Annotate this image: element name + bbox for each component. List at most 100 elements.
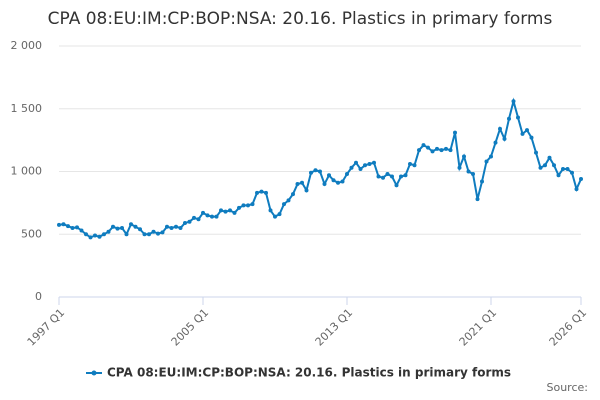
point xyxy=(381,175,385,180)
point xyxy=(129,222,133,227)
point xyxy=(394,183,399,188)
point xyxy=(120,225,124,230)
point xyxy=(273,214,277,219)
point xyxy=(426,145,430,150)
point xyxy=(313,168,318,173)
point xyxy=(124,232,129,237)
point xyxy=(61,222,66,227)
point xyxy=(367,161,372,166)
point xyxy=(318,169,322,174)
y-tick-label: 500 xyxy=(21,227,42,240)
point xyxy=(511,99,516,104)
point xyxy=(448,148,453,153)
point xyxy=(70,225,75,230)
point xyxy=(421,143,426,148)
point xyxy=(304,188,309,193)
point xyxy=(228,208,232,213)
point xyxy=(115,226,120,231)
point xyxy=(237,205,241,210)
point xyxy=(493,140,498,145)
point xyxy=(138,227,142,232)
point xyxy=(417,148,421,153)
point xyxy=(376,174,381,179)
point xyxy=(106,229,111,234)
point xyxy=(201,210,205,215)
point xyxy=(484,159,489,164)
point xyxy=(178,225,183,230)
point xyxy=(457,165,462,170)
point xyxy=(156,231,160,236)
y-tick-label: 0 xyxy=(35,290,42,303)
point xyxy=(570,170,574,175)
point xyxy=(529,135,534,140)
point xyxy=(223,209,228,214)
point xyxy=(534,150,538,155)
point xyxy=(300,180,304,185)
point xyxy=(525,128,529,133)
x-tick-label: 2026 Q1 xyxy=(547,306,590,349)
x-tick-label: 2013 Q1 xyxy=(313,306,356,349)
point xyxy=(250,202,255,207)
point xyxy=(439,148,444,153)
point xyxy=(552,163,556,168)
point xyxy=(192,215,196,220)
point xyxy=(354,160,358,165)
point xyxy=(88,235,93,240)
point xyxy=(372,160,376,165)
point xyxy=(331,178,336,183)
x-tick-label: 1997 Q1 xyxy=(25,306,68,349)
point xyxy=(349,165,354,170)
point xyxy=(516,115,520,120)
point xyxy=(286,198,291,203)
point xyxy=(66,224,70,229)
point xyxy=(241,203,246,208)
point xyxy=(282,202,286,207)
point xyxy=(358,166,363,171)
point xyxy=(210,214,214,219)
point xyxy=(336,180,340,185)
point xyxy=(480,179,484,184)
point xyxy=(84,232,88,237)
point xyxy=(214,214,219,219)
point xyxy=(246,203,250,208)
point xyxy=(147,232,151,237)
point xyxy=(264,190,268,195)
point xyxy=(574,187,579,192)
point xyxy=(340,179,345,184)
point xyxy=(102,232,106,237)
point xyxy=(255,190,259,195)
point xyxy=(291,192,295,197)
point xyxy=(556,173,561,178)
point xyxy=(408,161,412,166)
point xyxy=(435,146,439,151)
point xyxy=(520,131,525,136)
point xyxy=(363,163,367,168)
y-tick-label: 1 000 xyxy=(11,165,43,178)
source: Source: xyxy=(547,381,589,394)
point xyxy=(174,224,178,229)
y-tick-label: 2 000 xyxy=(11,39,43,52)
x-tick-label: 2005 Q1 xyxy=(169,306,212,349)
point xyxy=(444,146,448,151)
point xyxy=(403,173,408,178)
point xyxy=(543,163,547,168)
legend-marker xyxy=(91,370,97,376)
point xyxy=(268,208,273,213)
legend-label: CPA 08:EU:IM:CP:BOP:NSA: 20.16. Plastics… xyxy=(107,366,511,380)
point xyxy=(277,212,282,217)
point xyxy=(205,213,210,218)
point xyxy=(111,224,115,229)
point xyxy=(259,189,264,194)
point xyxy=(471,172,475,177)
point xyxy=(75,225,79,230)
point xyxy=(187,219,192,224)
point xyxy=(196,217,201,222)
point xyxy=(97,234,102,239)
point xyxy=(93,233,97,238)
point xyxy=(579,177,583,182)
point xyxy=(165,224,169,229)
point xyxy=(183,220,187,225)
point xyxy=(489,154,493,159)
point xyxy=(79,228,84,233)
